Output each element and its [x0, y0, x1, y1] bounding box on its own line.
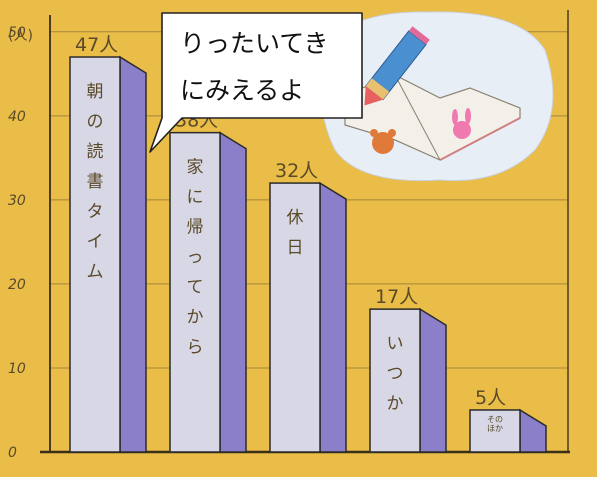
category-label: そのほか [487, 415, 503, 433]
bar-front [469, 409, 521, 453]
bar-side [519, 408, 547, 453]
bar-value-label: 5人 [475, 387, 506, 409]
bar-3: 休日 32人 [269, 160, 347, 453]
y-tick-label: 0 [8, 445, 17, 461]
book-and-pencil-icon [320, 11, 554, 182]
category-label: 休日 [287, 208, 304, 258]
y-tick-label: 20 [8, 277, 26, 293]
y-unit-label: (人) [8, 28, 33, 44]
bar-1: 朝の読書タイム 47人 [69, 34, 147, 453]
y-tick-label: 30 [8, 193, 26, 209]
bar-side [419, 307, 447, 453]
y-tick-label: 10 [8, 361, 26, 377]
bar-side [119, 55, 147, 453]
bar-front [69, 56, 121, 453]
category-label: いつか [387, 334, 404, 414]
bar-4: いつか 17人 [369, 286, 447, 453]
bar-value-label: 32人 [275, 160, 318, 182]
bar-side [219, 131, 247, 453]
callout-line-2: にみえるよ [180, 76, 304, 105]
bar-side [319, 181, 347, 453]
bar-front [369, 308, 421, 453]
category-label: 家に帰ってから [187, 158, 204, 358]
bar-front [269, 182, 321, 453]
callout-bubble: りったいてき にみえるよ [149, 12, 363, 153]
callout-line-1: りったいてき [180, 29, 329, 58]
bar-value-label: 17人 [375, 286, 418, 308]
y-tick-label: 40 [8, 109, 26, 125]
category-label: 朝の読書タイム [87, 82, 104, 282]
y-tick-labels: 0 10 20 30 40 50 [8, 25, 26, 461]
bar-value-label: 47人 [75, 34, 118, 56]
y-tick-label: 50 [8, 25, 26, 41]
bar-5: そのほか 5人 [469, 387, 547, 453]
bar-front [169, 131, 221, 453]
